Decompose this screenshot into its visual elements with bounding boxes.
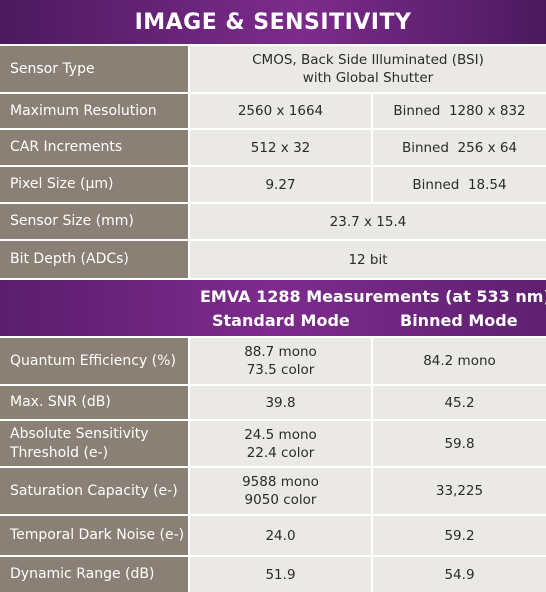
- measurement-label: Max. SNR (dB): [0, 386, 188, 419]
- measurement-label: Saturation Capacity (e-): [0, 468, 188, 514]
- spec-value-standard: 2560 x 1664: [190, 94, 371, 128]
- spec-row-car-increments: CAR Increments 512 x 32 Binned 256 x 64: [0, 130, 546, 165]
- measurement-value-standard: 51.9: [190, 557, 371, 592]
- measurement-row-saturation-capacity: Saturation Capacity (e-) 9588 mono 9050 …: [0, 468, 546, 514]
- spec-value: CMOS, Back Side Illuminated (BSI) with G…: [190, 46, 546, 92]
- spec-label: Bit Depth (ADCs): [0, 241, 188, 278]
- spec-row-pixel-size: Pixel Size (µm) 9.27 Binned 18.54: [0, 167, 546, 202]
- emva-header-spacer: [0, 280, 188, 336]
- spec-value-binned: Binned 18.54: [373, 167, 546, 202]
- measurement-label: Absolute Sensitivity Threshold (e-): [0, 421, 188, 466]
- standard-mode-heading: Standard Mode: [212, 311, 350, 330]
- measurement-value-binned: 59.8: [373, 421, 546, 466]
- measurement-value-binned: 84.2 mono: [373, 338, 546, 384]
- spec-value-standard: 9.27: [190, 167, 371, 202]
- spec-label: Maximum Resolution: [0, 94, 188, 128]
- measurement-label: Temporal Dark Noise (e-): [0, 516, 188, 555]
- spec-value: 12 bit: [190, 241, 546, 278]
- measurement-value-binned: 45.2: [373, 386, 546, 419]
- binned-mode-heading: Binned Mode: [400, 311, 518, 330]
- measurement-value-standard: 24.5 mono 22.4 color: [190, 421, 371, 466]
- spec-value-binned: Binned 1280 x 832: [373, 94, 546, 128]
- spec-value-standard: 512 x 32: [190, 130, 371, 165]
- measurement-value-standard: 88.7 mono 73.5 color: [190, 338, 371, 384]
- measurement-value-binned: 33,225: [373, 468, 546, 514]
- spec-row-sensor-size: Sensor Size (mm) 23.7 x 15.4: [0, 204, 546, 239]
- spec-row-max-resolution: Maximum Resolution 2560 x 1664 Binned 12…: [0, 94, 546, 128]
- spec-label: Sensor Type: [0, 46, 188, 92]
- spec-label: Sensor Size (mm): [0, 204, 188, 239]
- spec-row-sensor-type: Sensor Type CMOS, Back Side Illuminated …: [0, 46, 546, 92]
- measurement-value-binned: 54.9: [373, 557, 546, 592]
- emva-header-content: EMVA 1288 Measurements (at 533 nm) Stand…: [188, 280, 546, 336]
- measurement-label: Dynamic Range (dB): [0, 557, 188, 592]
- measurement-row-dynamic-range: Dynamic Range (dB) 51.9 54.9: [0, 557, 546, 592]
- emva-header: EMVA 1288 Measurements (at 533 nm) Stand…: [0, 280, 546, 336]
- spec-value: 23.7 x 15.4: [190, 204, 546, 239]
- measurement-value-standard: 24.0: [190, 516, 371, 555]
- measurement-value-standard: 9588 mono 9050 color: [190, 468, 371, 514]
- emva-title: EMVA 1288 Measurements (at 533 nm): [200, 287, 546, 306]
- spec-value-binned: Binned 256 x 64: [373, 130, 546, 165]
- measurement-row-absolute-sensitivity: Absolute Sensitivity Threshold (e-) 24.5…: [0, 421, 546, 466]
- measurement-value-standard: 39.8: [190, 386, 371, 419]
- section-title: IMAGE & SENSITIVITY: [0, 0, 546, 44]
- measurement-label: Quantum Efficiency (%): [0, 338, 188, 384]
- spec-row-bit-depth: Bit Depth (ADCs) 12 bit: [0, 241, 546, 278]
- measurement-value-binned: 59.2: [373, 516, 546, 555]
- measurement-row-quantum-efficiency: Quantum Efficiency (%) 88.7 mono 73.5 co…: [0, 338, 546, 384]
- measurement-row-temporal-dark-noise: Temporal Dark Noise (e-) 24.0 59.2: [0, 516, 546, 555]
- spec-label: Pixel Size (µm): [0, 167, 188, 202]
- spec-label: CAR Increments: [0, 130, 188, 165]
- measurement-row-max-snr: Max. SNR (dB) 39.8 45.2: [0, 386, 546, 419]
